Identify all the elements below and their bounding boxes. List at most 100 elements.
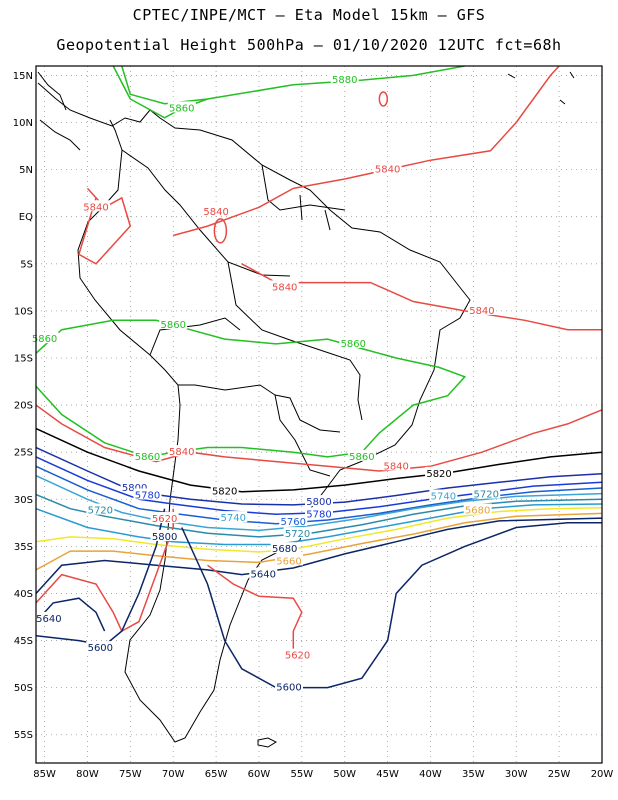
contour-5880 — [121, 66, 465, 105]
lon-tick-label: 65W — [205, 769, 228, 780]
contour-label-bg — [425, 466, 454, 478]
lon-tick-label: 40W — [419, 769, 442, 780]
contour-label-bg — [467, 303, 496, 315]
contour-label-bg — [159, 318, 188, 330]
contour-5840 — [36, 404, 602, 472]
contour-label-bg — [249, 567, 278, 579]
caribbean-islands — [507, 71, 575, 105]
title-line-1: CPTEC/INPE/MCT – Eta Model 15km – GFS — [132, 6, 486, 24]
contour-label-bg — [274, 554, 303, 566]
contour-label: 5600 — [276, 683, 301, 694]
central-america-coastline — [37, 71, 81, 151]
contour-labels: 5880 5860 5840 5840 5840 5840 5840 5860 5860 5860… — [30, 73, 501, 694]
contour-label-bg — [463, 503, 492, 515]
contour-label-bg — [86, 641, 115, 653]
contour-label: 5740 — [221, 513, 246, 524]
lat-tick-label: 25S — [14, 448, 33, 459]
contour-label: 5800 — [152, 532, 177, 543]
contour-label-bg — [86, 503, 115, 515]
contour-label-bg — [133, 449, 162, 461]
lon-tick-label: 35W — [462, 769, 485, 780]
contour-label: 5860 — [169, 103, 194, 114]
contour-label: 5840 — [169, 447, 194, 458]
lon-tick-label: 20W — [591, 769, 614, 780]
contour-5640 — [36, 517, 602, 595]
contour-label: 5660 — [276, 556, 301, 567]
contour-label-bg — [202, 204, 231, 216]
contour-label-bg — [82, 200, 111, 212]
contour-5860 — [36, 319, 467, 458]
contour-label: 5780 — [135, 491, 160, 502]
contour-label: 5860 — [349, 452, 374, 463]
contour-5840 — [293, 66, 560, 190]
contour-label: 5640 — [36, 614, 61, 625]
contour-label: 5840 — [375, 165, 400, 176]
lat-tick-label: 30S — [14, 495, 33, 506]
lat-tick-label: 40S — [14, 589, 33, 600]
lat-tick-label: 15S — [14, 353, 33, 364]
contour-label: 5780 — [306, 509, 331, 520]
title-line-2: Geopotential Height 500hPa – 01/10/2020 … — [56, 36, 562, 54]
contour-label: 5720 — [88, 506, 113, 517]
contour-label-bg — [472, 487, 501, 499]
lat-tick-label: 5S — [20, 259, 33, 270]
lon-tick-label: 25W — [548, 769, 571, 780]
contour-label: 5600 — [88, 643, 113, 654]
lat-tick-label: 15N — [13, 71, 33, 82]
contour-label-bg — [274, 680, 303, 692]
lon-tick-label: 55W — [291, 769, 314, 780]
contour-5600 — [36, 508, 166, 647]
contour-label-bg — [34, 611, 63, 623]
lat-tick-label: 50S — [14, 683, 33, 694]
contour-label: 5680 — [272, 544, 297, 555]
lon-tick-label: 75W — [119, 769, 142, 780]
contour-label: 5840 — [383, 461, 408, 472]
contour-label-bg — [270, 542, 299, 554]
lat-tick-label: 20S — [14, 401, 33, 412]
contour-5600 — [181, 522, 602, 689]
contour-label-bg — [347, 449, 376, 461]
contour-label: 5760 — [281, 517, 306, 528]
lat-tick-label: 5N — [19, 165, 33, 176]
contour-label-bg — [150, 529, 179, 541]
contour-5840-closed — [213, 218, 228, 244]
axis-ticks: 15N10N5NEQ5S10S15S20S25S30S35S40S45S50S5… — [13, 71, 614, 780]
contour-label: 5720 — [285, 529, 310, 540]
country-borders — [121, 149, 363, 477]
lat-lon-grid — [36, 66, 603, 763]
contour-label: 5820 — [212, 487, 237, 498]
contour-label: 5840 — [272, 282, 297, 293]
contour-5840-closed — [378, 91, 389, 107]
contour-label: 5840 — [83, 202, 108, 213]
lon-tick-label: 70W — [162, 769, 185, 780]
contour-5620 — [207, 564, 303, 660]
contour-label: 5840 — [203, 207, 228, 218]
contour-label-bg — [120, 480, 149, 492]
contour-label-bg — [339, 336, 368, 348]
contour-label-bg — [279, 514, 308, 526]
contour-label-bg — [305, 495, 333, 507]
contour-label-bg — [283, 648, 312, 660]
contour-5640 — [36, 597, 106, 632]
contour-label: 5620 — [285, 651, 310, 662]
lat-tick-label: 10S — [14, 306, 33, 317]
contour-label-bg — [429, 489, 458, 501]
contour-label-bg — [167, 101, 196, 113]
coastlines — [37, 71, 575, 748]
lat-tick-label: 45S — [14, 636, 33, 647]
lat-tick-label: EQ — [19, 212, 33, 223]
contour-label: 5860 — [32, 334, 57, 345]
map-frame — [35, 65, 603, 764]
lon-tick-label: 85W — [33, 769, 56, 780]
lon-tick-label: 50W — [333, 769, 356, 780]
contour-label: 5840 — [469, 306, 494, 317]
contour-label-bg — [167, 445, 196, 457]
contour-label: 5620 — [152, 514, 177, 525]
contour-label-bg — [150, 512, 179, 524]
contour-label: 5860 — [160, 320, 185, 331]
lon-tick-label: 30W — [505, 769, 528, 780]
contour-label-bg — [382, 459, 411, 471]
contour-label: 5800 — [122, 483, 147, 494]
lon-tick-label: 60W — [248, 769, 271, 780]
